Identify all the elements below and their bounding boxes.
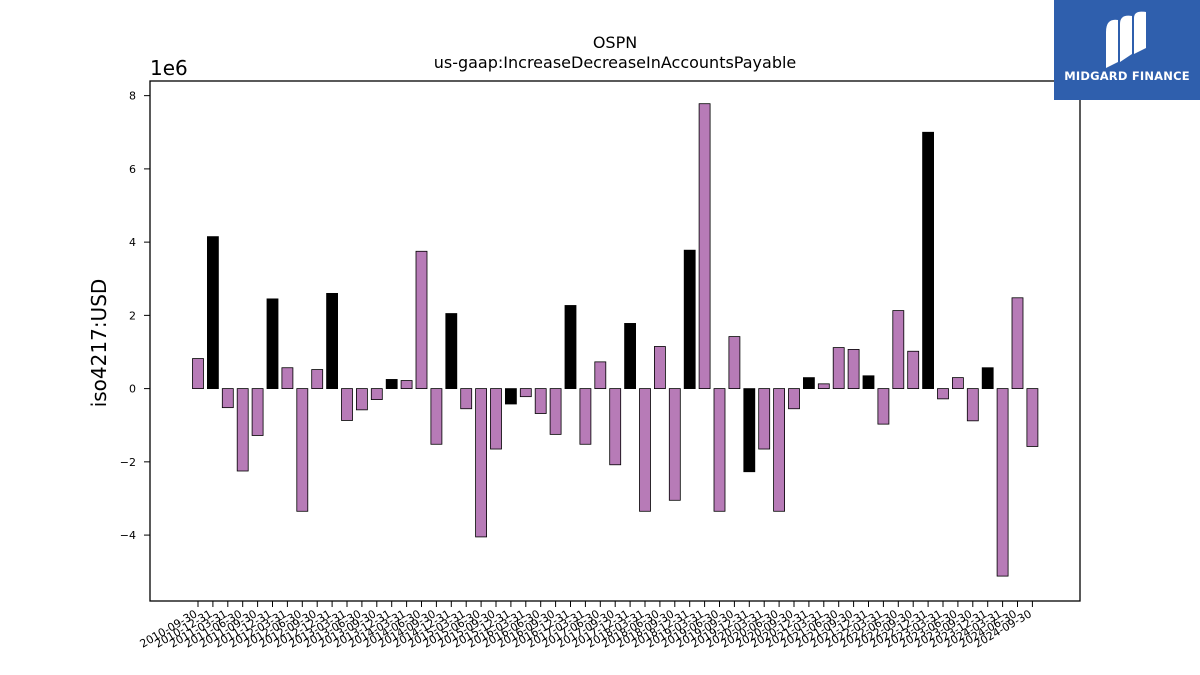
bar-2021-03-31 — [817, 383, 830, 390]
bar-2015-12-31 — [504, 388, 517, 405]
x-axis: 2010-09-302010-12-312011-03-312011-06-30… — [138, 601, 1034, 651]
y-tick-label: 4 — [129, 236, 136, 249]
midgard-logo-icon — [1106, 11, 1146, 68]
bar-2020-09-30 — [788, 388, 800, 410]
y-scale-label: 1e6 — [150, 56, 188, 80]
bar-2012-09-30 — [311, 369, 324, 390]
bar-2016-06-30 — [534, 388, 547, 414]
brand-name: MIDGARD FINANCE — [1064, 69, 1190, 83]
bar-2022-06-30 — [892, 310, 905, 390]
bar-2014-12-31 — [445, 313, 458, 390]
bar-2010-09-30 — [192, 358, 204, 390]
bar-2016-03-31 — [519, 388, 532, 398]
bar-2019-03-31 — [698, 103, 711, 390]
y-tick-label: 6 — [129, 163, 136, 176]
bar-2016-09-30 — [549, 388, 562, 435]
bar-2014-06-30 — [415, 250, 428, 390]
bar-2012-12-31 — [326, 292, 339, 390]
bar-2011-03-31 — [221, 388, 234, 409]
bar-2018-06-30 — [654, 346, 666, 390]
bar-2014-09-30 — [430, 388, 443, 445]
bar-2018-09-30 — [668, 388, 681, 501]
bar-2015-03-31 — [460, 388, 473, 410]
bar-2017-09-30 — [609, 388, 622, 466]
bar-2024-06-30 — [1011, 297, 1024, 390]
bar-2018-03-31 — [639, 388, 651, 512]
bar-2019-12-31 — [743, 388, 756, 473]
bar-2013-03-31 — [341, 388, 353, 421]
bar-2019-09-30 — [728, 336, 741, 390]
bar-2013-06-30 — [355, 388, 368, 411]
bar-2022-03-31 — [877, 388, 890, 425]
y-tick-label: 0 — [129, 383, 136, 396]
chart-title: OSPN — [593, 33, 637, 52]
bar-2021-12-31 — [862, 375, 875, 390]
bar-2021-09-30 — [847, 349, 860, 390]
bar-2016-12-31 — [564, 305, 577, 390]
bar-2023-12-31 — [981, 367, 994, 390]
bar-2015-06-30 — [475, 388, 488, 538]
y-tick-label: −2 — [120, 456, 136, 469]
bar-2013-09-30 — [370, 388, 383, 400]
bar-2011-12-31 — [266, 298, 279, 390]
y-tick-label: 8 — [129, 90, 136, 103]
bar-2012-03-31 — [281, 367, 294, 390]
y-tick-label: 2 — [129, 309, 136, 322]
bar-2010-12-31 — [206, 236, 219, 390]
y-axis: −4 −2 0 2 4 6 8 — [120, 90, 150, 542]
bar-2021-06-30 — [832, 347, 845, 390]
bar-2015-09-30 — [490, 388, 502, 450]
bar-2023-03-31 — [937, 388, 949, 400]
plot-frame — [149, 80, 1081, 602]
bar-2023-09-30 — [966, 388, 979, 422]
bar-2024-03-31 — [996, 388, 1009, 577]
y-tick-label: −4 — [120, 529, 136, 542]
bar-2024-09-30 — [1026, 388, 1039, 447]
bar-2018-12-31 — [683, 249, 696, 390]
bar-2019-06-30 — [713, 388, 726, 512]
bar-2011-09-30 — [251, 388, 264, 436]
bar-2013-12-31 — [385, 379, 398, 390]
bar-2022-12-31 — [922, 131, 934, 390]
chart-subtitle: us-gaap:IncreaseDecreaseInAccountsPayabl… — [434, 53, 797, 72]
bar-2022-09-30 — [907, 350, 920, 390]
bars-group — [192, 103, 1039, 577]
bar-2020-03-31 — [758, 388, 771, 450]
y-axis-label: iso4217:USD — [87, 279, 111, 408]
bar-2014-03-31 — [400, 380, 413, 390]
bar-2020-12-31 — [803, 377, 815, 390]
bar-2017-12-31 — [624, 323, 636, 390]
bar-2020-06-30 — [773, 388, 785, 512]
bar-2011-06-30 — [236, 388, 249, 472]
bar-2017-03-31 — [579, 388, 592, 445]
bar-2023-06-30 — [952, 377, 964, 390]
bar-2017-06-30 — [594, 361, 607, 390]
midgard-finance-logo: MIDGARD FINANCE — [1054, 0, 1200, 100]
bar-2012-06-30 — [296, 388, 309, 512]
